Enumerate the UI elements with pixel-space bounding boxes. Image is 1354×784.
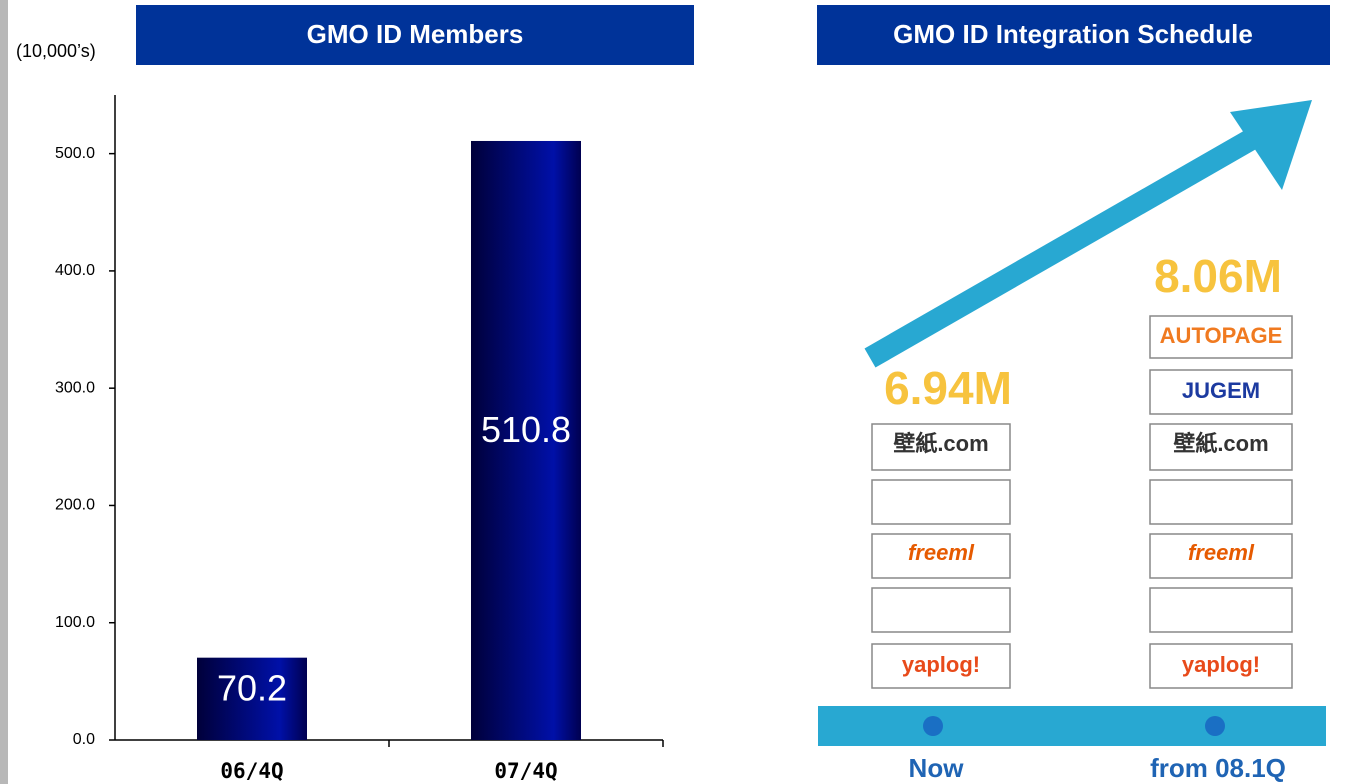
logo-text: 壁紙.com <box>1173 431 1268 456</box>
timeline <box>818 706 1326 746</box>
total: 6.94M <box>884 362 1012 414</box>
y-tick-label: 300.0 <box>55 379 95 396</box>
logo-box <box>871 587 1011 633</box>
diagram: Now from 08.1Q 6.94M 8.06M 壁紙.com freeml… <box>818 100 1326 783</box>
x-tick-label: 06/4Q <box>220 759 283 783</box>
bar <box>471 140 581 741</box>
logo-box <box>871 479 1011 525</box>
y-tick-label: 200.0 <box>55 497 95 514</box>
side-strip <box>0 0 8 784</box>
y-tick-label: 0.0 <box>73 731 95 748</box>
logo-box <box>1149 369 1293 415</box>
data-label: 510.8 <box>481 409 571 450</box>
title-box <box>136 5 694 65</box>
logo-text: freeml <box>1188 540 1255 565</box>
logo-text: freeml <box>908 540 975 565</box>
logo-box <box>1149 643 1293 689</box>
logo-text: 壁紙.com <box>893 431 988 456</box>
total: 8.06M <box>1154 250 1282 302</box>
logo-box <box>1149 315 1293 359</box>
logo-box <box>871 423 1011 471</box>
logo-text: AUTOPAGE <box>1160 323 1283 348</box>
title-box <box>817 5 1330 65</box>
chart-title: GMO ID Members <box>307 19 524 49</box>
arrow <box>864 130 1256 368</box>
data-label: 70.2 <box>217 667 287 708</box>
logo-box <box>871 533 1011 579</box>
logo-text: JUGEM <box>1182 378 1260 403</box>
y-tick-label: 400.0 <box>55 262 95 279</box>
logo-box <box>1149 587 1293 633</box>
stage-label: Now <box>909 753 965 783</box>
dot <box>1205 716 1225 736</box>
dot <box>923 716 943 736</box>
logo-box <box>1149 533 1293 579</box>
arrow-head <box>1230 100 1312 190</box>
logo-text: yaplog! <box>1182 652 1260 677</box>
logo-text: yaplog! <box>902 652 980 677</box>
logo-box <box>871 643 1011 689</box>
bar <box>197 657 307 740</box>
stage-label: from 08.1Q <box>1150 753 1286 783</box>
y-tick-label: 100.0 <box>55 614 95 631</box>
logo-box <box>1149 479 1293 525</box>
y-tick-label: 500.0 <box>55 145 95 162</box>
schedule-title: GMO ID Integration Schedule <box>893 19 1253 49</box>
unit-label: (10,000’s) <box>16 41 96 61</box>
x-tick-label: 07/4Q <box>494 759 557 783</box>
logo-box <box>1149 423 1293 471</box>
